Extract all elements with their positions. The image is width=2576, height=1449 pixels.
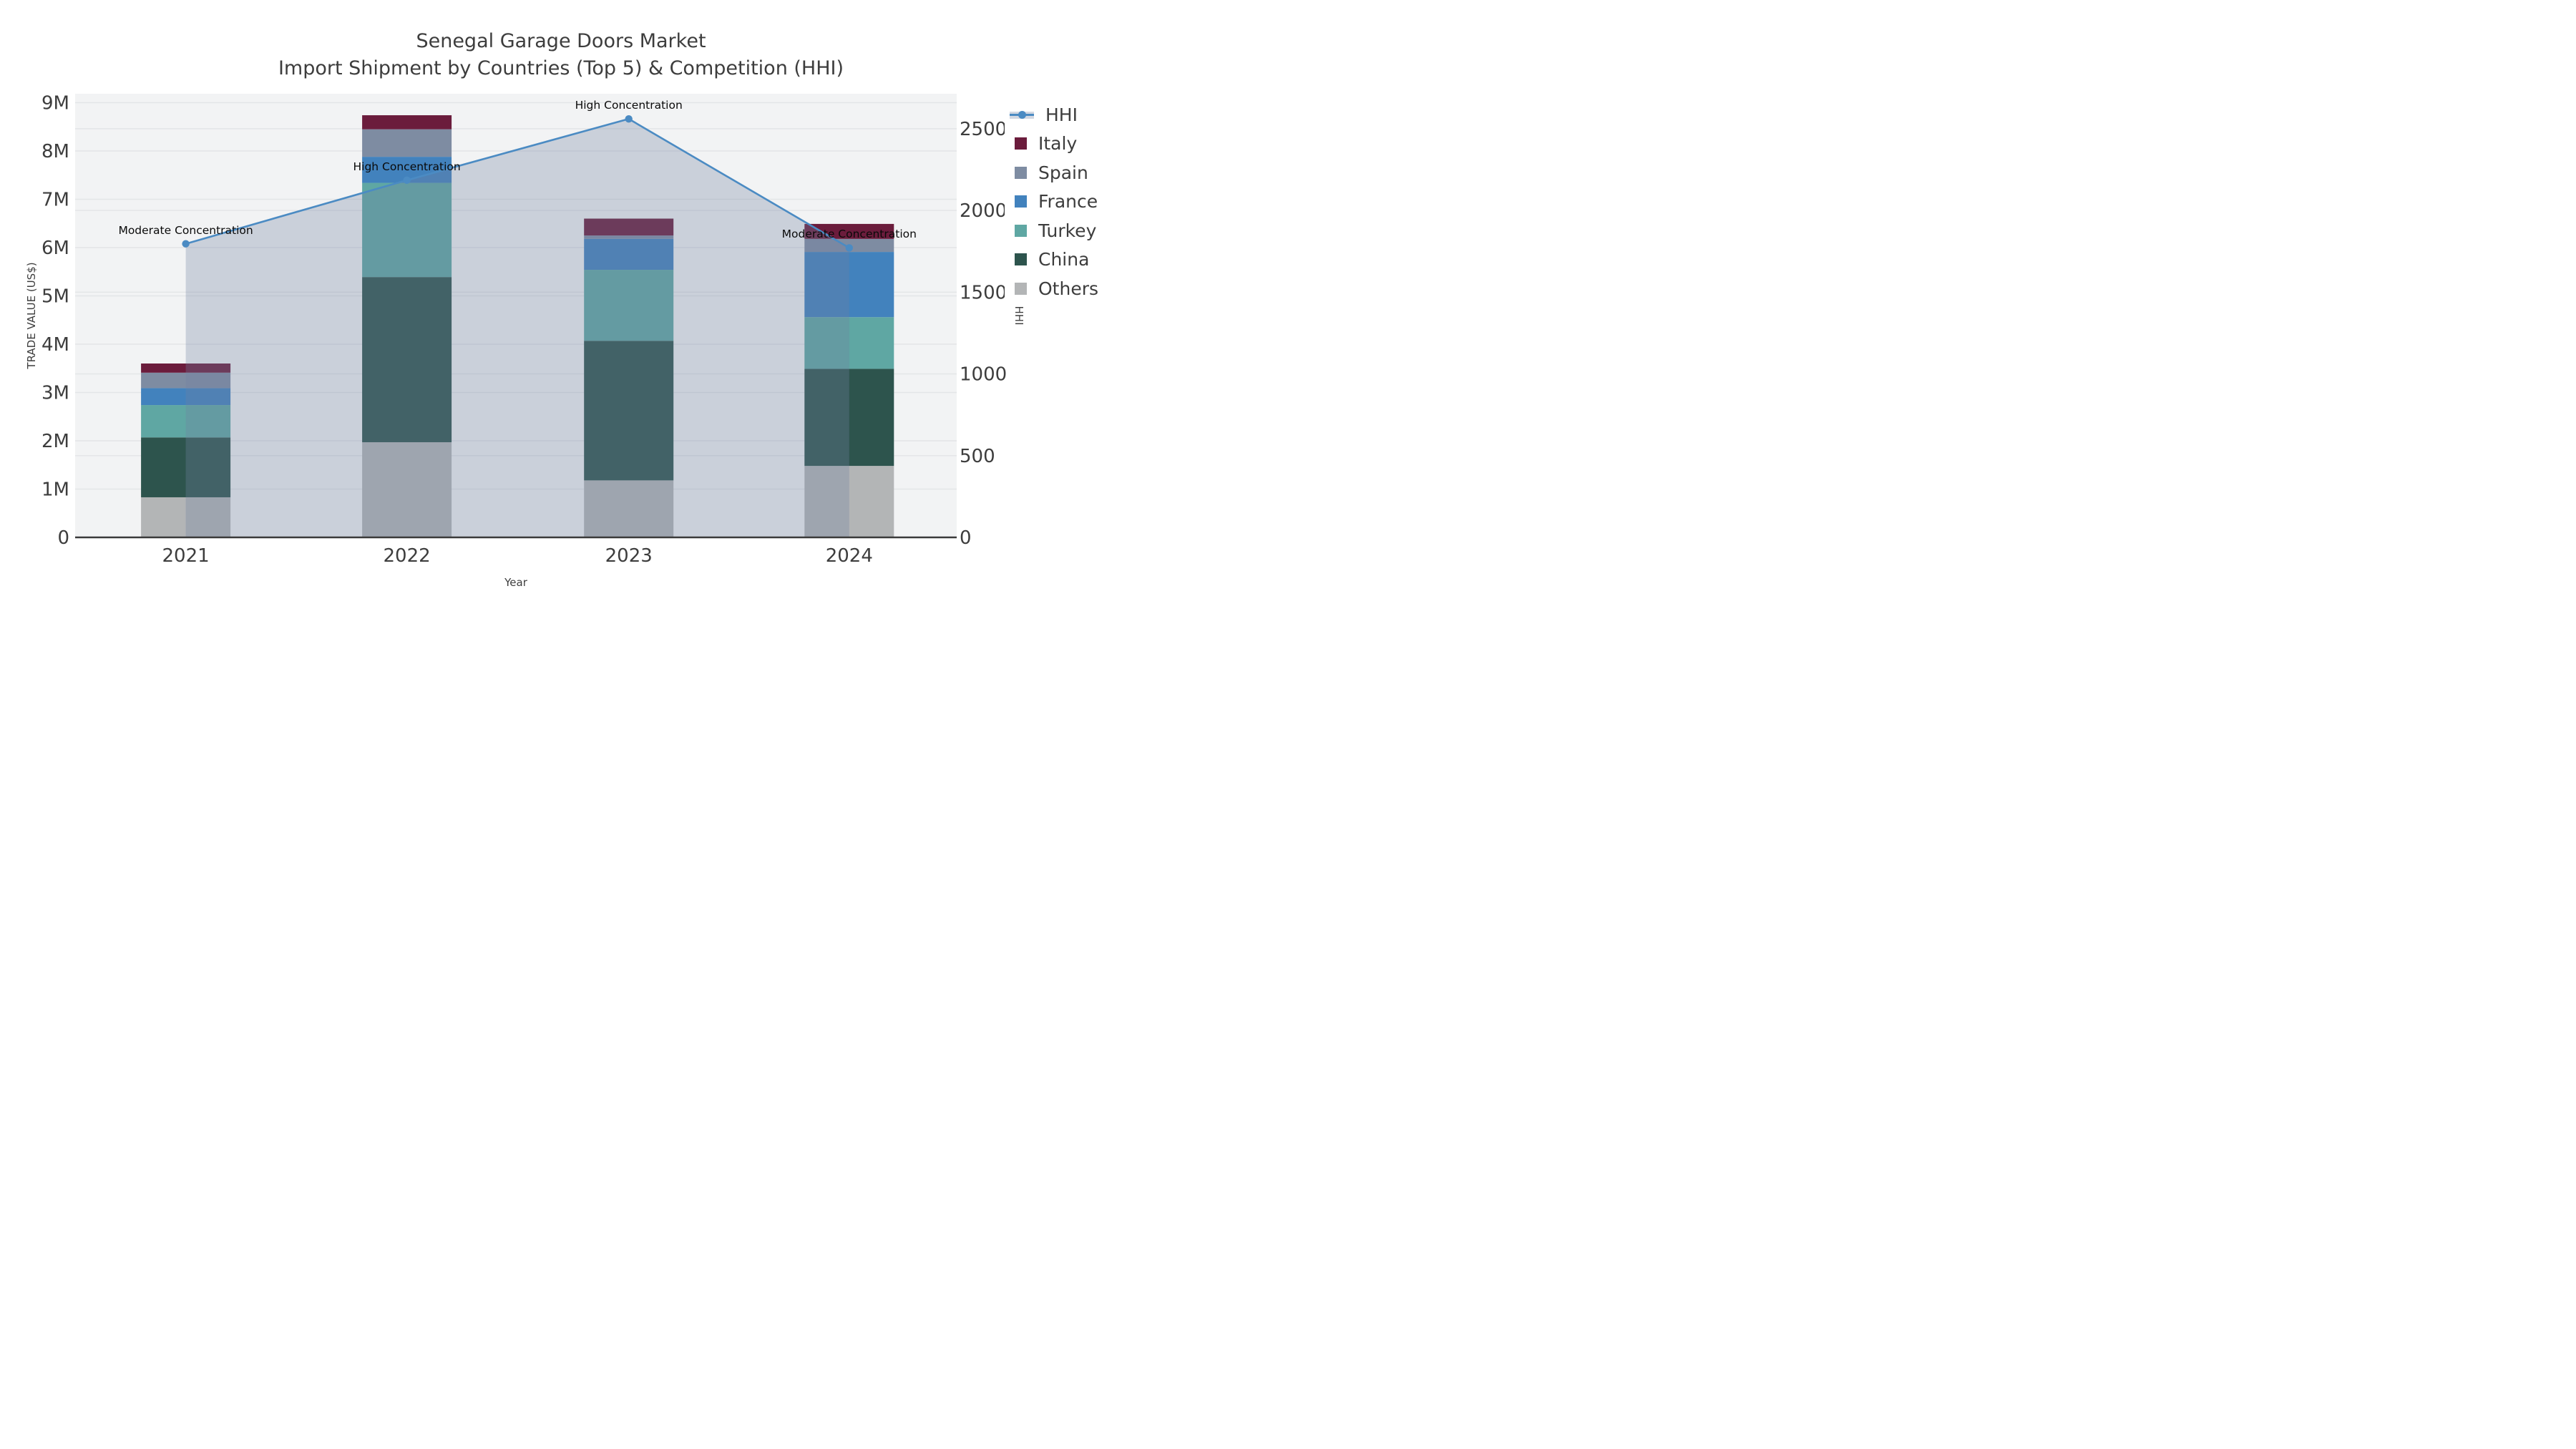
hhi-line <box>185 117 850 249</box>
hhi-marker-2024 <box>845 244 854 252</box>
bar-segment-france-2024 <box>804 252 894 318</box>
hhi-marker-2023 <box>625 114 633 123</box>
legend-item-italy: Italy <box>1005 130 1121 157</box>
annotation-2024: Moderate Concentration <box>781 228 917 241</box>
bar-segment-france-2021 <box>141 388 231 406</box>
bar-segment-others-2021 <box>141 497 231 537</box>
right-tick-2000: 2000 <box>960 200 1007 222</box>
legend-swatch-france-icon <box>1015 195 1027 208</box>
legend-swatch-others-icon <box>1015 282 1027 295</box>
annotation-2021: Moderate Concentration <box>118 223 253 237</box>
bar-segment-france-2023 <box>584 238 674 270</box>
legend-item-china: China <box>1005 246 1121 273</box>
legend-swatch-spain-icon <box>1015 166 1027 179</box>
legend-label-others: Others <box>1038 278 1099 299</box>
bar-segment-china-2021 <box>141 437 231 497</box>
x-axis-title: Year <box>504 576 527 589</box>
legend-label-turkey: Turkey <box>1038 220 1097 241</box>
x-tick-2021: 2021 <box>162 545 210 567</box>
bar-segment-turkey-2021 <box>141 405 231 438</box>
annotation-2023: High Concentration <box>575 99 683 112</box>
x-tick-2022: 2022 <box>384 545 431 567</box>
bar-segment-turkey-2022 <box>362 182 452 278</box>
bar-segment-italy-2021 <box>141 364 231 373</box>
left-tick-4M: 4M <box>42 334 69 356</box>
legend-swatch-turkey-icon <box>1015 224 1027 237</box>
x-tick-2023: 2023 <box>605 545 653 567</box>
left-tick-3M: 3M <box>42 383 69 404</box>
legend-swatch-china-icon <box>1015 253 1027 265</box>
right-tick-500: 500 <box>960 446 995 467</box>
bar-segment-others-2022 <box>362 442 452 537</box>
hhi-area-fill <box>185 119 849 538</box>
annotation-2022: High Concentration <box>353 160 461 173</box>
legend-label-spain: Spain <box>1038 162 1088 183</box>
y-axis-title-right: HHI <box>1013 306 1025 326</box>
legend-item-spain: Spain <box>1005 159 1121 186</box>
bar-segment-china-2024 <box>804 369 894 467</box>
bar-segment-spain-2021 <box>141 372 231 389</box>
hhi-line-swatch-icon <box>1010 108 1034 121</box>
left-tick-2M: 2M <box>42 431 69 452</box>
hhi-marker-2022 <box>403 176 411 185</box>
chart-subtitle: Import Shipment by Countries (Top 5) & C… <box>278 57 844 79</box>
legend-label-china: China <box>1038 249 1090 270</box>
legend-item-france: France <box>1005 188 1121 215</box>
left-tick-6M: 6M <box>42 238 69 259</box>
left-tick-8M: 8M <box>42 141 69 162</box>
plot-canvas: 0 1M 2M 3M 4M 5M 6M 7M 8M 9M 0 500 1000 1500 2000 2500 2… <box>42 93 1007 567</box>
left-tick-0: 0 <box>57 527 69 549</box>
right-tick-1000: 1000 <box>960 364 1007 386</box>
bar-segment-turkey-2023 <box>584 270 674 341</box>
bar-segment-china-2023 <box>584 341 674 481</box>
bar-segment-others-2023 <box>584 480 674 537</box>
right-tick-1500: 1500 <box>960 282 1007 303</box>
bar-segment-turkey-2024 <box>804 317 894 369</box>
legend-label-italy: Italy <box>1038 133 1078 154</box>
left-tick-7M: 7M <box>42 190 69 211</box>
left-tick-9M: 9M <box>42 93 69 114</box>
hhi-marker-2021 <box>182 240 190 248</box>
legend-item-turkey: Turkey <box>1005 217 1121 244</box>
y-axis-title-left: TRADE VALUE (US$) <box>25 262 38 369</box>
bar-segment-italy-2023 <box>584 218 674 236</box>
x-tick-2024: 2024 <box>826 545 873 567</box>
bar-segment-italy-2022 <box>362 115 452 130</box>
left-tick-1M: 1M <box>42 479 69 501</box>
legend-swatch-italy-icon <box>1015 137 1027 150</box>
legend-item-hhi: HHI <box>1005 101 1121 128</box>
right-tick-2500: 2500 <box>960 119 1007 140</box>
legend-label-france: France <box>1038 191 1098 212</box>
legend-label-hhi: HHI <box>1045 104 1078 125</box>
left-tick-5M: 5M <box>42 286 69 308</box>
right-tick-0: 0 <box>960 527 972 549</box>
bar-segment-spain-2023 <box>584 235 674 239</box>
legend: HHI Italy Spain France Turkey China Others <box>1005 99 1121 303</box>
legend-item-others: Others <box>1005 275 1121 302</box>
bar-segment-spain-2022 <box>362 129 452 157</box>
chart-title: Senegal Garage Doors Market <box>416 30 706 52</box>
chart-figure: 0 1M 2M 3M 4M 5M 6M 7M 8M 9M 0 500 1000 1500 2000 2500 2… <box>0 0 1122 631</box>
bar-segment-china-2022 <box>362 277 452 443</box>
bar-segment-others-2024 <box>804 466 894 537</box>
